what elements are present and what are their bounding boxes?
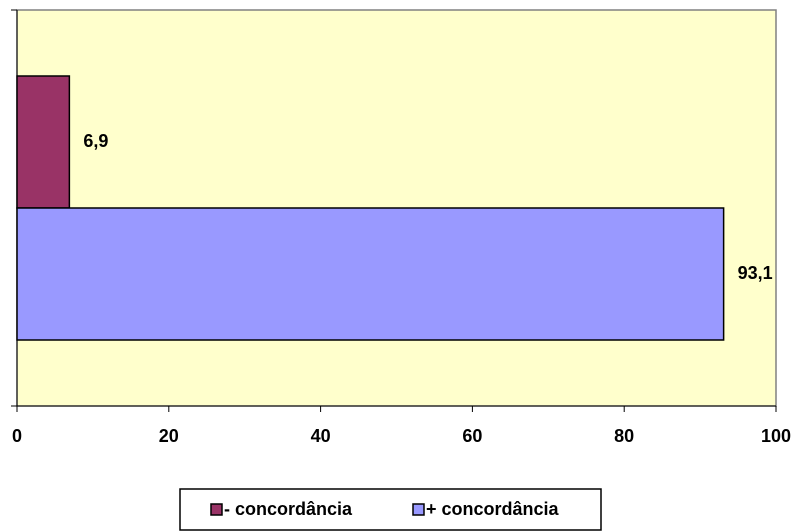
data-label: 93,1 bbox=[738, 263, 773, 283]
legend-box bbox=[179, 488, 602, 531]
bar bbox=[16, 75, 71, 209]
data-label: 6,9 bbox=[83, 131, 108, 151]
legend-marker bbox=[210, 503, 223, 516]
x-tick-label: 60 bbox=[462, 426, 482, 446]
x-tick-label: 40 bbox=[311, 426, 331, 446]
x-tick-label: 0 bbox=[12, 426, 22, 446]
legend-label: + concordância bbox=[426, 499, 560, 519]
legend-label: - concordância bbox=[224, 499, 353, 519]
legend-marker bbox=[412, 503, 425, 516]
bar bbox=[16, 207, 725, 341]
x-tick-label: 80 bbox=[614, 426, 634, 446]
x-tick-label: 100 bbox=[761, 426, 791, 446]
x-tick-label: 20 bbox=[159, 426, 179, 446]
